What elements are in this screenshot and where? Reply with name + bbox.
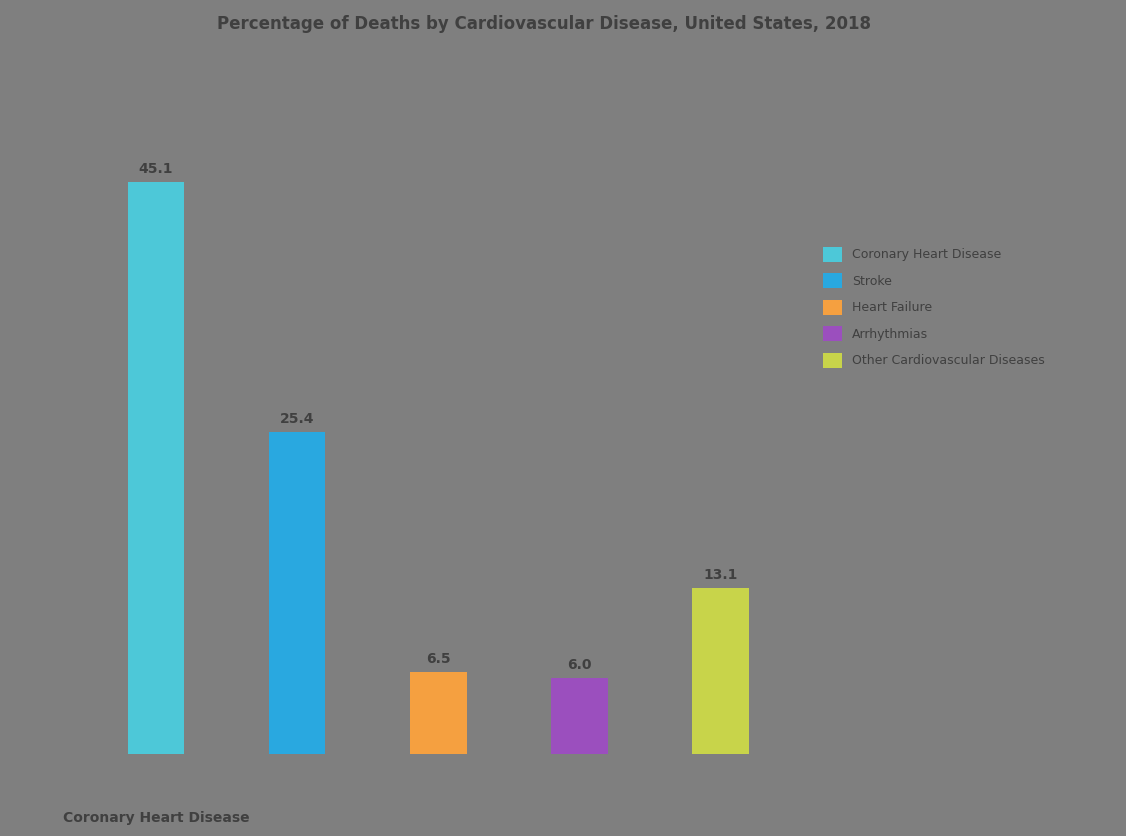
Bar	[269, 432, 325, 754]
Text: 13.1: 13.1	[704, 568, 738, 582]
Legend: Coronary Heart Disease, Stroke, Heart Failure, Arrhythmias, Other Cardiovascular: Coronary Heart Disease, Stroke, Heart Fa…	[817, 240, 1051, 374]
Text: 45.1: 45.1	[138, 162, 173, 176]
Bar	[410, 672, 466, 754]
Bar	[692, 589, 749, 754]
Text: 6.5: 6.5	[426, 651, 450, 665]
Bar	[128, 182, 185, 754]
Text: 6.0: 6.0	[568, 658, 592, 672]
Title: Percentage of Deaths by Cardiovascular Disease, United States, 2018: Percentage of Deaths by Cardiovascular D…	[217, 15, 872, 33]
Text: 25.4: 25.4	[280, 412, 314, 426]
Bar	[552, 678, 608, 754]
Text: Coronary Heart Disease: Coronary Heart Disease	[63, 812, 250, 825]
